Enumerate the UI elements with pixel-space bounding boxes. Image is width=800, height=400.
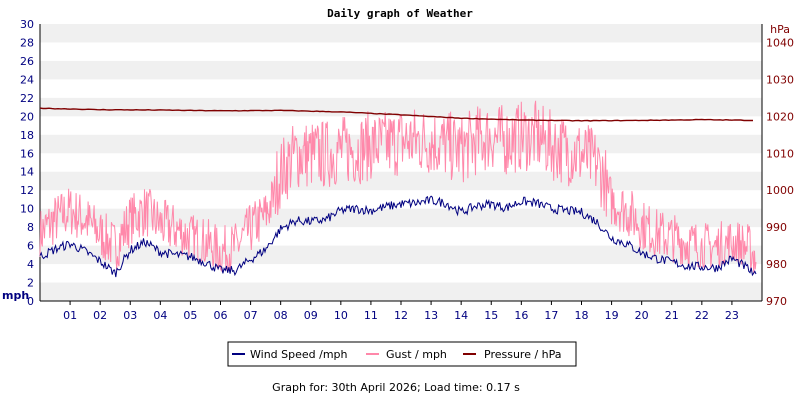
x-tick-label: 16 bbox=[514, 309, 528, 322]
legend-box bbox=[227, 341, 577, 367]
x-tick-label: 19 bbox=[605, 309, 619, 322]
x-tick-label: 08 bbox=[274, 309, 288, 322]
grid-band bbox=[40, 97, 762, 117]
left-tick-label: 6 bbox=[27, 240, 34, 253]
left-tick-label: 2 bbox=[27, 277, 34, 290]
x-tick-label: 22 bbox=[695, 309, 709, 322]
x-tick-label: 02 bbox=[93, 309, 107, 322]
x-tick-label: 13 bbox=[424, 309, 438, 322]
left-tick-label: 12 bbox=[20, 184, 34, 197]
left-tick-label: 10 bbox=[20, 203, 34, 216]
grid-band bbox=[40, 208, 762, 228]
right-tick-label: 1010 bbox=[766, 147, 794, 160]
x-tick-label: 23 bbox=[725, 309, 739, 322]
x-tick-label: 14 bbox=[454, 309, 468, 322]
x-tick-label: 01 bbox=[63, 309, 77, 322]
x-tick-label: 20 bbox=[635, 309, 649, 322]
grid-band bbox=[40, 60, 762, 80]
right-tick-label: 980 bbox=[766, 258, 787, 271]
grid-band bbox=[40, 24, 762, 43]
graph-footer: Graph for: 30th April 2026; Load time: 0… bbox=[272, 381, 520, 394]
left-axis-unit: mph bbox=[2, 289, 29, 302]
right-axis-ticks: 970 980 990 1000 1010 1020 1030 1040 bbox=[766, 36, 794, 308]
legend: Wind Speed /mph Gust / mph Pressure / hP… bbox=[227, 341, 577, 367]
legend-label-wind: Wind Speed /mph bbox=[250, 348, 348, 361]
x-tick-label: 12 bbox=[394, 309, 408, 322]
left-tick-label: 4 bbox=[27, 258, 34, 271]
left-tick-label: 26 bbox=[20, 55, 34, 68]
right-tick-label: 1000 bbox=[766, 184, 794, 197]
x-tick-label: 18 bbox=[575, 309, 589, 322]
right-tick-label: 1020 bbox=[766, 110, 794, 123]
x-tick-label: 11 bbox=[364, 309, 378, 322]
right-tick-label: 990 bbox=[766, 221, 787, 234]
legend-label-pressure: Pressure / hPa bbox=[484, 348, 562, 361]
left-tick-label: 0 bbox=[27, 295, 34, 308]
x-tick-label: 17 bbox=[544, 309, 558, 322]
left-tick-label: 14 bbox=[20, 166, 34, 179]
grid-band bbox=[40, 134, 762, 154]
chart-title: Daily graph of Weather bbox=[327, 7, 473, 20]
x-tick-label: 10 bbox=[334, 309, 348, 322]
x-tick-label: 09 bbox=[304, 309, 318, 322]
x-tick-label: 15 bbox=[484, 309, 498, 322]
wind-series-line bbox=[39, 195, 757, 278]
left-tick-label: 30 bbox=[20, 18, 34, 31]
x-tick-label: 03 bbox=[123, 309, 137, 322]
right-axis-unit: hPa bbox=[770, 23, 790, 36]
x-axis-ticks: 01 02 03 04 05 06 07 08 09 10 11 12 13 14 15 16 17 18 19 20… bbox=[63, 301, 739, 322]
right-tick-label: 1030 bbox=[766, 73, 794, 86]
grid-bands bbox=[40, 24, 762, 301]
left-tick-label: 16 bbox=[20, 147, 34, 160]
left-tick-label: 18 bbox=[20, 129, 34, 142]
left-tick-label: 8 bbox=[27, 221, 34, 234]
left-tick-label: 22 bbox=[20, 92, 34, 105]
legend-label-gust: Gust / mph bbox=[386, 348, 447, 361]
left-tick-label: 24 bbox=[20, 73, 34, 86]
left-tick-label: 28 bbox=[20, 36, 34, 49]
x-tick-label: 07 bbox=[244, 309, 258, 322]
right-tick-label: 1040 bbox=[766, 36, 794, 49]
x-tick-label: 21 bbox=[665, 309, 679, 322]
left-tick-label: 20 bbox=[20, 110, 34, 123]
pressure-series-line bbox=[39, 107, 754, 122]
right-tick-label: 970 bbox=[766, 295, 787, 308]
x-tick-label: 05 bbox=[183, 309, 197, 322]
x-tick-label: 06 bbox=[214, 309, 228, 322]
gust-series-line bbox=[39, 100, 757, 274]
x-tick-label: 04 bbox=[153, 309, 167, 322]
grid-band bbox=[40, 282, 762, 301]
grid-band bbox=[40, 171, 762, 191]
chart-series bbox=[39, 100, 757, 278]
